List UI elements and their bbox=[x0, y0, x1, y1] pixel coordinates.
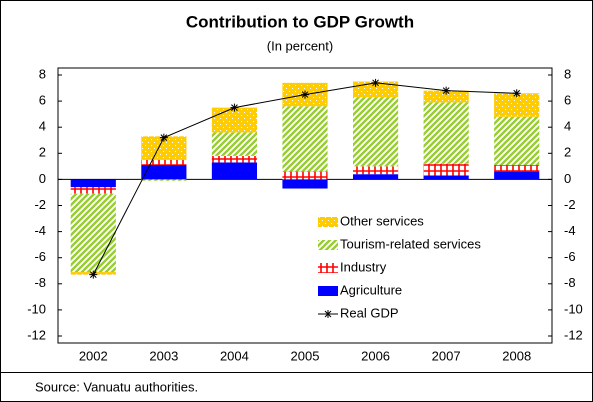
bar-segment bbox=[211, 162, 258, 180]
chart-subtitle: (In percent) bbox=[267, 38, 333, 53]
bar-segment bbox=[494, 165, 540, 172]
y-tick-label: -6 bbox=[34, 249, 46, 264]
x-tick-label: 2008 bbox=[502, 348, 531, 363]
y2-tick-label: 4 bbox=[564, 119, 571, 134]
x-tick-label: 2002 bbox=[79, 348, 108, 363]
y2-tick-label: -10 bbox=[564, 301, 583, 316]
x-tick-label: 2005 bbox=[291, 348, 320, 363]
y-tick-label: 0 bbox=[39, 171, 46, 186]
line-marker bbox=[371, 78, 380, 87]
bar-segment bbox=[423, 102, 469, 164]
bar-segment bbox=[494, 116, 540, 166]
bar-segment bbox=[352, 174, 399, 180]
bar-segment bbox=[211, 132, 258, 156]
legend-swatch bbox=[318, 286, 338, 296]
bar-segment bbox=[352, 97, 399, 167]
line-marker bbox=[230, 103, 239, 112]
bar-segment bbox=[70, 187, 116, 194]
legend-swatch bbox=[318, 217, 338, 227]
chart-title: Contribution to GDP Growth bbox=[186, 12, 414, 31]
line-marker bbox=[442, 86, 451, 95]
y2-tick-label: 2 bbox=[564, 145, 571, 160]
y2-tick-label: -12 bbox=[564, 327, 583, 342]
legend-swatch bbox=[318, 240, 338, 250]
legend-label: Tourism-related services bbox=[340, 236, 481, 251]
bar-segment bbox=[211, 107, 258, 133]
legend-label: Agriculture bbox=[340, 282, 402, 297]
y-tick-label: -2 bbox=[34, 197, 46, 212]
y-tick-label: 6 bbox=[39, 93, 46, 108]
bar-segment bbox=[352, 166, 399, 175]
y2-tick-label: -4 bbox=[564, 223, 576, 238]
legend-label: Real GDP bbox=[340, 305, 399, 320]
bar-segment bbox=[141, 136, 187, 160]
bar-segment bbox=[141, 159, 187, 166]
y-tick-label: -4 bbox=[34, 223, 46, 238]
bar-segment bbox=[70, 193, 116, 273]
y-tick-label: 2 bbox=[39, 145, 46, 160]
y-tick-label: -8 bbox=[34, 275, 46, 290]
line-marker bbox=[512, 89, 521, 98]
bar-segment bbox=[282, 179, 328, 189]
x-tick-label: 2006 bbox=[361, 348, 390, 363]
y-tick-label: 4 bbox=[39, 119, 46, 134]
y2-tick-label: 0 bbox=[564, 171, 571, 186]
y2-tick-label: 8 bbox=[564, 66, 571, 81]
y-tick-label: -12 bbox=[27, 327, 46, 342]
legend-marker bbox=[324, 310, 332, 318]
y2-tick-label: -8 bbox=[564, 275, 576, 290]
source-note: Source: Vanuatu authorities. bbox=[35, 379, 198, 394]
line-marker bbox=[89, 270, 98, 279]
line-marker bbox=[159, 133, 168, 142]
x-tick-label: 2003 bbox=[149, 348, 178, 363]
legend-swatch bbox=[318, 263, 338, 273]
legend-label: Industry bbox=[340, 259, 387, 274]
y-tick-label: -10 bbox=[27, 301, 46, 316]
bar-segment bbox=[70, 179, 116, 188]
x-tick-label: 2007 bbox=[432, 348, 461, 363]
bar-segment bbox=[423, 175, 469, 180]
y2-tick-label: 6 bbox=[564, 93, 571, 108]
x-tick-label: 2004 bbox=[220, 348, 249, 363]
bar-segment bbox=[141, 179, 187, 181]
bar-segment bbox=[423, 90, 469, 103]
bar-segment bbox=[282, 171, 328, 180]
bar-segment bbox=[352, 81, 399, 98]
bar-segment bbox=[211, 155, 258, 163]
y2-tick-label: -2 bbox=[564, 197, 576, 212]
bar-segment bbox=[282, 106, 328, 172]
bar-segment bbox=[423, 163, 469, 176]
y2-tick-label: -6 bbox=[564, 249, 576, 264]
y-tick-label: 8 bbox=[39, 66, 46, 81]
legend-label: Other services bbox=[340, 213, 424, 228]
bar-segment bbox=[494, 171, 540, 180]
line-marker bbox=[301, 90, 309, 99]
bar-segment bbox=[141, 165, 187, 180]
bar-segment bbox=[494, 93, 540, 117]
